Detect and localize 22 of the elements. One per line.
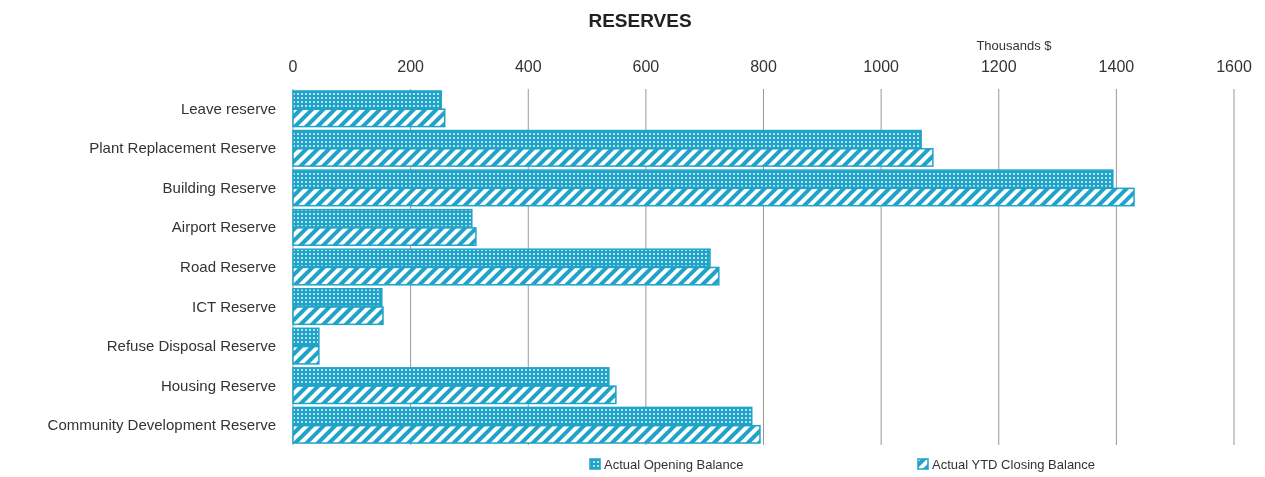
x-tick-label: 1200 [980, 58, 1017, 75]
legend-label: Actual YTD Closing Balance [932, 457, 1096, 472]
y-tick-label: Road Reserve [180, 258, 276, 275]
x-tick-label: 800 [750, 58, 777, 75]
y-tick-label: Plant Replacement Reserve [89, 139, 276, 157]
x-tick-label: 600 [632, 58, 660, 75]
chart-title: RESERVES [588, 10, 692, 31]
y-tick-label: ICT Reserve [192, 297, 276, 315]
y-tick-label: Housing Reserve [160, 376, 276, 394]
y-tick-label: Building Reserve [162, 178, 276, 196]
y-tick-label: Airport Reserve [171, 218, 276, 236]
x-tick-label: 0 [288, 58, 298, 75]
x-tick-label: 1400 [1098, 58, 1135, 75]
x-tick-label: 1600 [1216, 58, 1252, 75]
x-tick-label: 200 [397, 58, 425, 75]
y-tick-label: Leave reserve [180, 99, 276, 117]
y-tick-label: Refuse Disposal Reserve [106, 337, 276, 355]
legend-label: Actual Opening Balance [604, 457, 744, 472]
x-axis-title: Thousands $ [976, 38, 1053, 53]
x-tick-label: 400 [514, 58, 542, 75]
x-tick-label: 1000 [863, 58, 900, 75]
y-tick-label: Community Development Reserve [47, 416, 276, 434]
